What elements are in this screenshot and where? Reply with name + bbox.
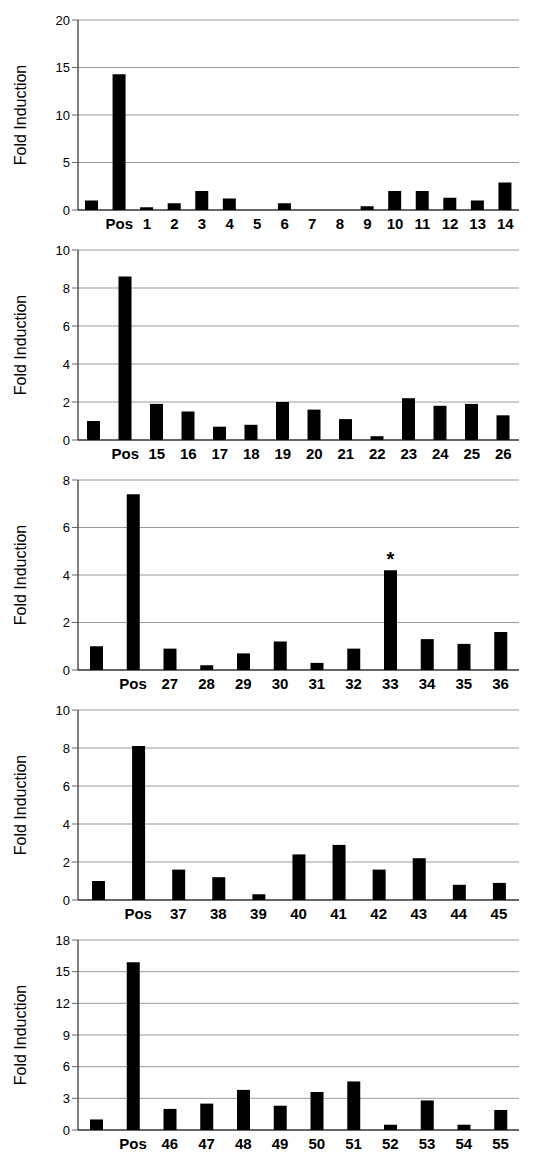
svg-text:3: 3	[198, 215, 206, 232]
svg-text:43: 43	[410, 905, 427, 922]
svg-text:11: 11	[415, 215, 431, 232]
svg-text:16: 16	[180, 445, 197, 462]
svg-text:Fold Induction: Fold Induction	[12, 65, 29, 166]
svg-text:6: 6	[63, 779, 70, 794]
svg-text:41: 41	[330, 905, 347, 922]
svg-text:2: 2	[63, 615, 70, 630]
svg-text:8: 8	[63, 281, 70, 296]
svg-text:8: 8	[336, 215, 344, 232]
svg-text:27: 27	[162, 675, 179, 692]
svg-text:55: 55	[492, 1135, 509, 1152]
svg-text:9: 9	[63, 1028, 70, 1043]
svg-text:17: 17	[211, 445, 228, 462]
svg-text:38: 38	[210, 905, 227, 922]
svg-text:13: 13	[469, 215, 486, 232]
svg-text:30: 30	[272, 675, 289, 692]
svg-text:49: 49	[272, 1135, 289, 1152]
svg-text:4: 4	[225, 215, 234, 232]
svg-text:14: 14	[497, 215, 514, 232]
svg-text:18: 18	[56, 933, 70, 948]
svg-text:8: 8	[63, 741, 70, 756]
svg-text:12: 12	[442, 215, 459, 232]
svg-text:45: 45	[491, 905, 508, 922]
svg-text:15: 15	[148, 445, 165, 462]
svg-text:2: 2	[63, 855, 70, 870]
svg-text:Pos: Pos	[106, 215, 134, 232]
svg-text:Pos: Pos	[111, 445, 139, 462]
svg-text:0: 0	[63, 433, 70, 448]
svg-text:28: 28	[198, 675, 215, 692]
svg-text:Pos: Pos	[119, 1135, 147, 1152]
svg-text:36: 36	[492, 675, 509, 692]
svg-text:20: 20	[306, 445, 323, 462]
svg-text:20: 20	[56, 13, 70, 28]
svg-text:53: 53	[419, 1135, 436, 1152]
svg-text:3: 3	[63, 1091, 70, 1106]
svg-text:31: 31	[309, 675, 326, 692]
svg-text:19: 19	[274, 445, 291, 462]
svg-text:10: 10	[387, 215, 404, 232]
svg-text:23: 23	[400, 445, 417, 462]
svg-text:Pos: Pos	[124, 905, 152, 922]
svg-text:*: *	[387, 548, 395, 570]
svg-text:34: 34	[419, 675, 436, 692]
svg-text:4: 4	[63, 817, 70, 832]
svg-text:29: 29	[235, 675, 252, 692]
svg-text:0: 0	[63, 203, 70, 218]
svg-text:48: 48	[235, 1135, 252, 1152]
svg-text:42: 42	[370, 905, 387, 922]
svg-text:15: 15	[56, 964, 70, 979]
svg-text:Fold Induction: Fold Induction	[12, 295, 29, 396]
svg-text:7: 7	[308, 215, 316, 232]
svg-text:0: 0	[63, 893, 70, 908]
svg-text:26: 26	[495, 445, 512, 462]
svg-text:10: 10	[56, 108, 70, 123]
svg-text:4: 4	[63, 357, 70, 372]
svg-text:10: 10	[56, 243, 70, 258]
svg-text:6: 6	[281, 215, 289, 232]
svg-text:50: 50	[309, 1135, 326, 1152]
svg-text:37: 37	[170, 905, 187, 922]
svg-text:2: 2	[170, 215, 178, 232]
svg-text:8: 8	[63, 473, 70, 488]
svg-text:9: 9	[363, 215, 371, 232]
svg-text:51: 51	[345, 1135, 362, 1152]
svg-text:12: 12	[56, 996, 70, 1011]
svg-text:5: 5	[63, 155, 70, 170]
svg-text:33: 33	[382, 675, 399, 692]
svg-text:39: 39	[250, 905, 267, 922]
svg-text:6: 6	[63, 1059, 70, 1074]
svg-text:35: 35	[456, 675, 473, 692]
svg-text:0: 0	[63, 1123, 70, 1138]
svg-text:18: 18	[243, 445, 260, 462]
svg-text:6: 6	[63, 520, 70, 535]
svg-text:Fold Induction: Fold Induction	[12, 985, 29, 1086]
svg-text:47: 47	[198, 1135, 215, 1152]
svg-text:0: 0	[63, 663, 70, 678]
svg-text:2: 2	[63, 395, 70, 410]
svg-text:5: 5	[253, 215, 261, 232]
svg-text:Fold Induction: Fold Induction	[12, 755, 29, 856]
svg-text:24: 24	[432, 445, 449, 462]
svg-text:Fold Induction: Fold Induction	[12, 525, 29, 626]
svg-text:6: 6	[63, 319, 70, 334]
svg-text:52: 52	[382, 1135, 399, 1152]
svg-text:15: 15	[56, 60, 70, 75]
svg-text:25: 25	[463, 445, 480, 462]
svg-text:46: 46	[162, 1135, 179, 1152]
svg-text:4: 4	[63, 568, 70, 583]
svg-text:22: 22	[369, 445, 386, 462]
svg-text:40: 40	[290, 905, 307, 922]
svg-text:44: 44	[451, 905, 468, 922]
svg-text:21: 21	[337, 445, 354, 462]
svg-text:32: 32	[345, 675, 362, 692]
svg-text:Pos: Pos	[119, 675, 147, 692]
svg-text:10: 10	[56, 703, 70, 718]
svg-text:54: 54	[456, 1135, 473, 1152]
svg-text:1: 1	[143, 215, 151, 232]
